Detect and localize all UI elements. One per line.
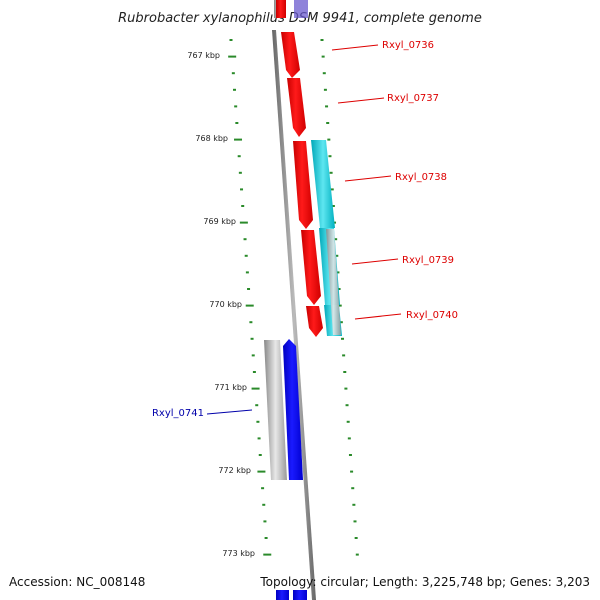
tick-label-773: 773 kbp: [222, 549, 255, 558]
genome-backbone: [272, 30, 316, 600]
gene-arrow-rxyl-0741[interactable]: [283, 339, 303, 480]
leader-line-rxyl-0741: [206, 409, 253, 415]
leader-line-rxyl-0738: [344, 175, 392, 182]
feature-partial-top-purple[interactable]: [294, 0, 308, 18]
genome-title: Rubrobacter xylanophilus DSM 9941, compl…: [118, 11, 482, 26]
gene-label-rxyl-0740[interactable]: Rxyl_0740: [406, 310, 458, 321]
gene-arrow-rxyl-0738[interactable]: [293, 141, 313, 229]
gene-arrow-rxyl-0737[interactable]: [287, 78, 306, 137]
tick-label-767: 767 kbp: [187, 51, 220, 60]
feature-partial-top-red[interactable]: [276, 0, 286, 18]
grey-feature-rxyl-0741[interactable]: [264, 340, 287, 480]
kbp-labels: 767 kbp 768 kbp 769 kbp 770 kbp 771 kbp …: [187, 51, 255, 558]
gene-label-rxyl-0736[interactable]: Rxyl_0736: [382, 40, 434, 51]
feature-partial-bottom-blue-2[interactable]: [293, 590, 307, 600]
leader-line-rxyl-0740: [354, 313, 402, 320]
tick-label-768: 768 kbp: [195, 134, 228, 143]
gene-label-rxyl-0739[interactable]: Rxyl_0739: [402, 255, 454, 266]
leader-line-rxyl-0737: [337, 97, 385, 104]
gene-label-rxyl-0741[interactable]: Rxyl_0741: [152, 408, 204, 419]
genome-summary-text: Topology: circular; Length: 3,225,748 bp…: [259, 575, 590, 589]
gene-arrow-rxyl-0736[interactable]: [281, 32, 300, 78]
tick-label-772: 772 kbp: [218, 466, 251, 475]
leader-line-rxyl-0739: [351, 258, 399, 265]
cds-feature-rxyl-0738[interactable]: [311, 140, 335, 228]
tick-label-769: 769 kbp: [203, 217, 236, 226]
gene-label-rxyl-0737[interactable]: Rxyl_0737: [387, 93, 439, 104]
feature-partial-bottom-blue[interactable]: [276, 590, 289, 600]
tick-label-770: 770 kbp: [209, 300, 242, 309]
left-tick-marks: [228, 39, 272, 556]
gene-arrow-rxyl-0740[interactable]: [306, 306, 323, 337]
gene-arrow-rxyl-0739[interactable]: [301, 230, 321, 305]
gene-labels: Rxyl_0736 Rxyl_0737 Rxyl_0738 Rxyl_0739 …: [152, 40, 458, 419]
tick-label-771: 771 kbp: [214, 383, 247, 392]
grey-feature-rxyl-0739[interactable]: [326, 229, 341, 335]
accession-text: Accession: NC_008148: [9, 575, 145, 589]
gene-label-rxyl-0738[interactable]: Rxyl_0738: [395, 172, 447, 183]
leader-line-rxyl-0736: [331, 44, 379, 51]
